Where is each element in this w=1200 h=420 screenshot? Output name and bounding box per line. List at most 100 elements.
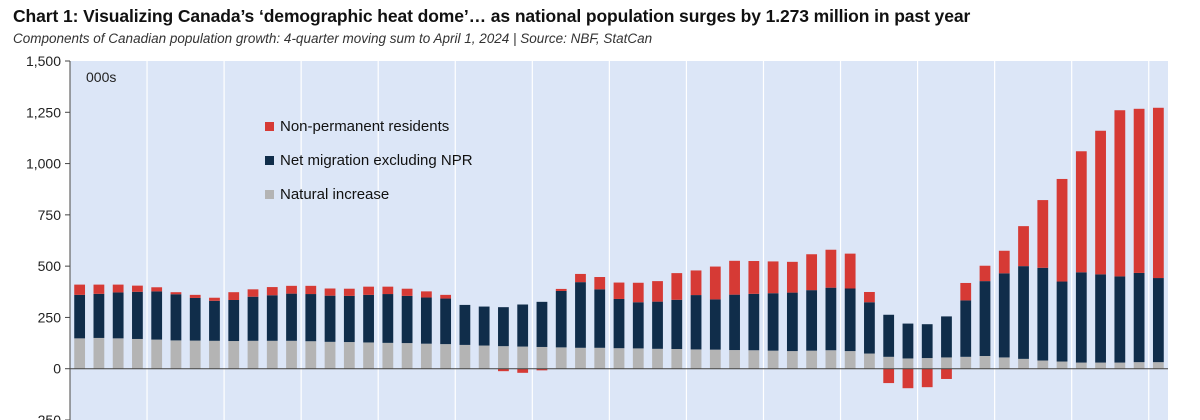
bar-natural-increase bbox=[845, 351, 856, 369]
bar-natural-increase bbox=[248, 341, 259, 369]
bar-net-migration bbox=[209, 301, 220, 341]
bar-non-permanent-residents bbox=[980, 266, 991, 281]
bar-net-migration bbox=[305, 294, 316, 341]
bar-net-migration bbox=[691, 295, 702, 349]
bar-non-permanent-residents bbox=[960, 283, 971, 300]
bar-natural-increase bbox=[421, 344, 432, 369]
bar-non-permanent-residents bbox=[556, 289, 567, 291]
bar-non-permanent-residents bbox=[402, 289, 413, 296]
bar-non-permanent-residents bbox=[344, 289, 355, 296]
bar-non-permanent-residents bbox=[1057, 179, 1068, 282]
bar-natural-increase bbox=[922, 358, 933, 369]
bar-non-permanent-residents bbox=[826, 250, 837, 288]
bar-net-migration bbox=[286, 294, 297, 341]
bar-net-migration bbox=[864, 302, 875, 353]
bar-non-permanent-residents bbox=[286, 286, 297, 294]
bar-non-permanent-residents bbox=[999, 251, 1010, 274]
bar-net-migration bbox=[228, 300, 239, 341]
bar-net-migration bbox=[1076, 272, 1087, 362]
bar-natural-increase bbox=[748, 350, 759, 368]
bar-natural-increase bbox=[999, 357, 1010, 368]
bar-net-migration bbox=[633, 302, 644, 348]
bar-net-migration bbox=[382, 294, 393, 343]
bar-net-migration bbox=[960, 300, 971, 356]
bar-non-permanent-residents bbox=[248, 289, 259, 296]
bar-natural-increase bbox=[960, 357, 971, 369]
bar-non-permanent-residents bbox=[787, 262, 798, 293]
legend-natural-increase-label: Natural increase bbox=[280, 186, 389, 203]
bar-natural-increase bbox=[402, 343, 413, 369]
bar-net-migration bbox=[498, 307, 509, 346]
bar-natural-increase bbox=[382, 343, 393, 369]
bar-non-permanent-residents bbox=[440, 295, 451, 299]
bar-net-migration bbox=[151, 291, 162, 339]
y-tick-label: 250 bbox=[38, 309, 62, 325]
bar-non-permanent-residents bbox=[190, 295, 201, 298]
y-tick-label: 1,500 bbox=[26, 53, 61, 69]
bar-non-permanent-residents bbox=[171, 292, 182, 294]
bar-non-permanent-residents bbox=[94, 285, 105, 294]
bar-natural-increase bbox=[671, 349, 682, 369]
bar-natural-increase bbox=[305, 341, 316, 368]
bar-natural-increase bbox=[614, 348, 625, 369]
bar-non-permanent-residents bbox=[633, 283, 644, 302]
bar-net-migration bbox=[325, 296, 336, 342]
bar-natural-increase bbox=[1134, 362, 1145, 369]
bar-non-permanent-residents bbox=[113, 285, 124, 293]
bar-natural-increase bbox=[151, 340, 162, 369]
bar-non-permanent-residents bbox=[614, 283, 625, 299]
bar-net-migration bbox=[94, 294, 105, 338]
bar-natural-increase bbox=[113, 338, 124, 368]
bar-net-migration bbox=[74, 295, 85, 338]
bar-natural-increase bbox=[864, 354, 875, 369]
bar-net-migration bbox=[248, 297, 259, 341]
bar-non-permanent-residents bbox=[941, 369, 952, 379]
bar-natural-increase bbox=[826, 350, 837, 368]
bar-net-migration bbox=[1153, 278, 1164, 362]
bar-non-permanent-residents bbox=[652, 281, 663, 302]
bar-net-migration bbox=[1134, 273, 1145, 362]
bar-net-migration bbox=[171, 294, 182, 340]
bar-non-permanent-residents bbox=[363, 287, 374, 295]
bar-net-migration bbox=[941, 316, 952, 357]
bar-non-permanent-residents bbox=[421, 291, 432, 297]
bar-net-migration bbox=[344, 296, 355, 342]
bar-natural-increase bbox=[710, 350, 721, 369]
bar-natural-increase bbox=[1057, 362, 1068, 369]
y-tick-label: 750 bbox=[38, 207, 62, 223]
bar-non-permanent-residents bbox=[748, 261, 759, 294]
bar-net-migration bbox=[1095, 274, 1106, 362]
bar-natural-increase bbox=[190, 341, 201, 369]
bar-non-permanent-residents bbox=[1076, 151, 1087, 272]
bar-natural-increase bbox=[980, 356, 991, 369]
bar-net-migration bbox=[768, 293, 779, 350]
bar-non-permanent-residents bbox=[1153, 108, 1164, 278]
bar-natural-increase bbox=[325, 342, 336, 369]
bar-natural-increase bbox=[594, 348, 605, 369]
legend-non-permanent-residents-swatch bbox=[265, 122, 274, 131]
bar-natural-increase bbox=[768, 351, 779, 369]
bar-natural-increase bbox=[633, 348, 644, 368]
bar-natural-increase bbox=[286, 341, 297, 369]
bar-natural-increase bbox=[787, 351, 798, 369]
bar-non-permanent-residents bbox=[305, 286, 316, 294]
bar-non-permanent-residents bbox=[710, 267, 721, 300]
bar-natural-increase bbox=[575, 348, 586, 369]
bar-natural-increase bbox=[729, 350, 740, 369]
bar-non-permanent-residents bbox=[922, 369, 933, 387]
bar-non-permanent-residents bbox=[671, 273, 682, 300]
bar-natural-increase bbox=[806, 351, 817, 369]
bar-natural-increase bbox=[1153, 362, 1164, 369]
bar-natural-increase bbox=[1114, 363, 1125, 369]
bar-non-permanent-residents bbox=[1095, 131, 1106, 275]
bar-net-migration bbox=[132, 292, 143, 339]
y-tick-label: 1,250 bbox=[26, 104, 61, 120]
bar-natural-increase bbox=[479, 346, 490, 369]
bar-natural-increase bbox=[267, 341, 278, 369]
bar-non-permanent-residents bbox=[228, 292, 239, 300]
bar-natural-increase bbox=[883, 357, 894, 369]
legend-net-migration-label: Net migration excluding NPR bbox=[280, 152, 473, 169]
bar-non-permanent-residents bbox=[768, 261, 779, 293]
bar-net-migration bbox=[980, 281, 991, 356]
